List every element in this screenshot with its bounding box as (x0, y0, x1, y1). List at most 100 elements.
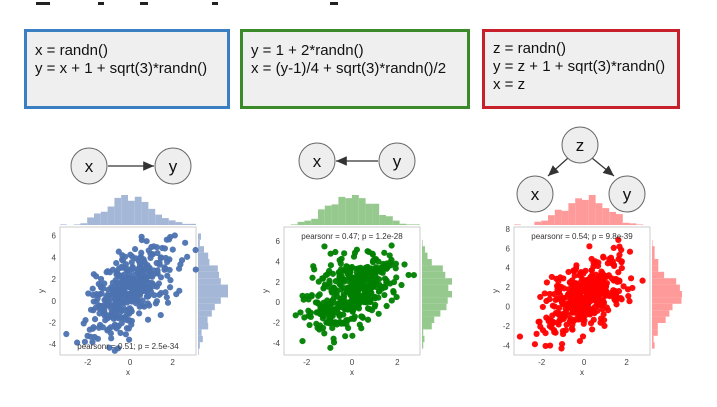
marginal-histogram-x (514, 195, 644, 225)
y-tick-label: -4 (503, 341, 511, 350)
histogram-bar (345, 198, 352, 225)
histogram-bar (311, 218, 318, 225)
scatter-point (184, 253, 191, 260)
scatter-point (300, 296, 307, 303)
scatter-point (602, 281, 609, 288)
scatter-point (332, 286, 339, 293)
scatter-point (618, 296, 625, 303)
scatter-point (192, 266, 199, 273)
scatter-point (167, 233, 174, 241)
joint-plot-left: -2 0 2 -4 -2 0 2 4 6 x y pearsonr = 0.51; p = 2.5e-… (37, 195, 228, 377)
histogram-bar (198, 233, 201, 240)
histogram-bar (318, 209, 325, 225)
histogram-bar (392, 220, 400, 225)
scatter-point (558, 340, 566, 348)
scatter-point (590, 316, 597, 323)
scatter-point (580, 270, 587, 277)
scatter-point (584, 301, 592, 309)
scatter-point (173, 291, 180, 298)
histogram-bar (198, 259, 210, 266)
histogram-bar (114, 197, 122, 225)
scatter-point (329, 312, 336, 320)
node-x (516, 175, 554, 213)
histogram-bar (379, 215, 386, 225)
scatter-point (368, 265, 375, 272)
scatter-point (122, 331, 129, 338)
scatter-point (349, 332, 356, 339)
scatter-point (616, 243, 623, 250)
histogram-bar (422, 252, 428, 259)
scatter-point (157, 311, 164, 319)
histogram-bar (198, 303, 215, 311)
scatter-point (305, 307, 312, 314)
scatter-point (108, 305, 115, 313)
histogram-bar (422, 278, 452, 285)
scatter-point (542, 342, 549, 350)
scatter-point (117, 329, 124, 337)
node-x-label: x (531, 185, 540, 204)
histogram-bar (652, 316, 666, 323)
scatter-point (322, 272, 329, 279)
scatter-point (393, 293, 400, 301)
histogram-bar (189, 223, 196, 225)
scatter-point (596, 297, 603, 305)
scatter-point (580, 320, 587, 327)
scatter-point (570, 286, 577, 293)
scatter-point (107, 324, 114, 331)
histogram-bar (60, 224, 67, 225)
scatter-point (337, 286, 344, 293)
scatter-point (153, 259, 160, 267)
scatter-point (548, 273, 555, 281)
node-y-label: y (393, 152, 402, 171)
x-tick-label: -2 (538, 358, 546, 367)
scatter-point (592, 258, 599, 265)
scatter-point (297, 309, 304, 316)
equation-box-right: z = randn() y = z + 1 + sqrt(3)*randn() … (482, 29, 680, 109)
scatter-point (355, 265, 362, 272)
scatter-point (618, 264, 625, 272)
scatter-point (586, 243, 593, 250)
scatter-point (169, 246, 176, 253)
histogram-bar (198, 271, 219, 279)
y-tick-label: -2 (503, 322, 511, 331)
y-tick-label: 6 (506, 244, 511, 253)
histogram-bar (87, 217, 94, 225)
y-tick-label: 2 (276, 278, 281, 287)
histogram-bar (602, 208, 610, 225)
scatter-point (126, 305, 134, 312)
x-tick-label: 0 (350, 358, 355, 367)
scatter-point (110, 315, 117, 322)
histogram-bar (422, 284, 449, 291)
scatter-point (398, 281, 405, 289)
x-tick-label: 0 (582, 358, 587, 367)
histogram-bar (616, 214, 623, 225)
scatter-point (568, 297, 575, 304)
scatter-point (90, 298, 97, 305)
scatter-point (131, 245, 139, 253)
y-tick-label: 4 (276, 258, 281, 267)
scatter-point (388, 256, 395, 264)
histogram-bar (554, 209, 562, 225)
scatter-point (321, 243, 328, 250)
histogram-bar (652, 323, 658, 330)
node-x-label: x (85, 157, 94, 176)
scatter-point (585, 296, 592, 303)
x-tick-label: 2 (624, 358, 629, 367)
scatter-point (551, 291, 558, 298)
scatter-point (624, 286, 632, 293)
scatter-point (349, 307, 357, 314)
scatter-point (359, 284, 366, 291)
causal-graph-right: z x y (516, 126, 646, 213)
scatter-point (575, 296, 582, 303)
scatter-point (401, 261, 408, 268)
scatter-point (115, 248, 122, 255)
scatter-point (555, 311, 563, 318)
scatter-point (388, 242, 395, 249)
scatter-point (541, 290, 548, 297)
scatter-point (539, 327, 547, 334)
x-axis-label: x (350, 368, 354, 377)
scatter-point (586, 282, 594, 289)
equation-line: x = (y-1)/4 + sqrt(3)*randn()/2 (251, 60, 447, 77)
y-tick-label: 0 (52, 297, 57, 306)
scatter-point (139, 271, 147, 278)
